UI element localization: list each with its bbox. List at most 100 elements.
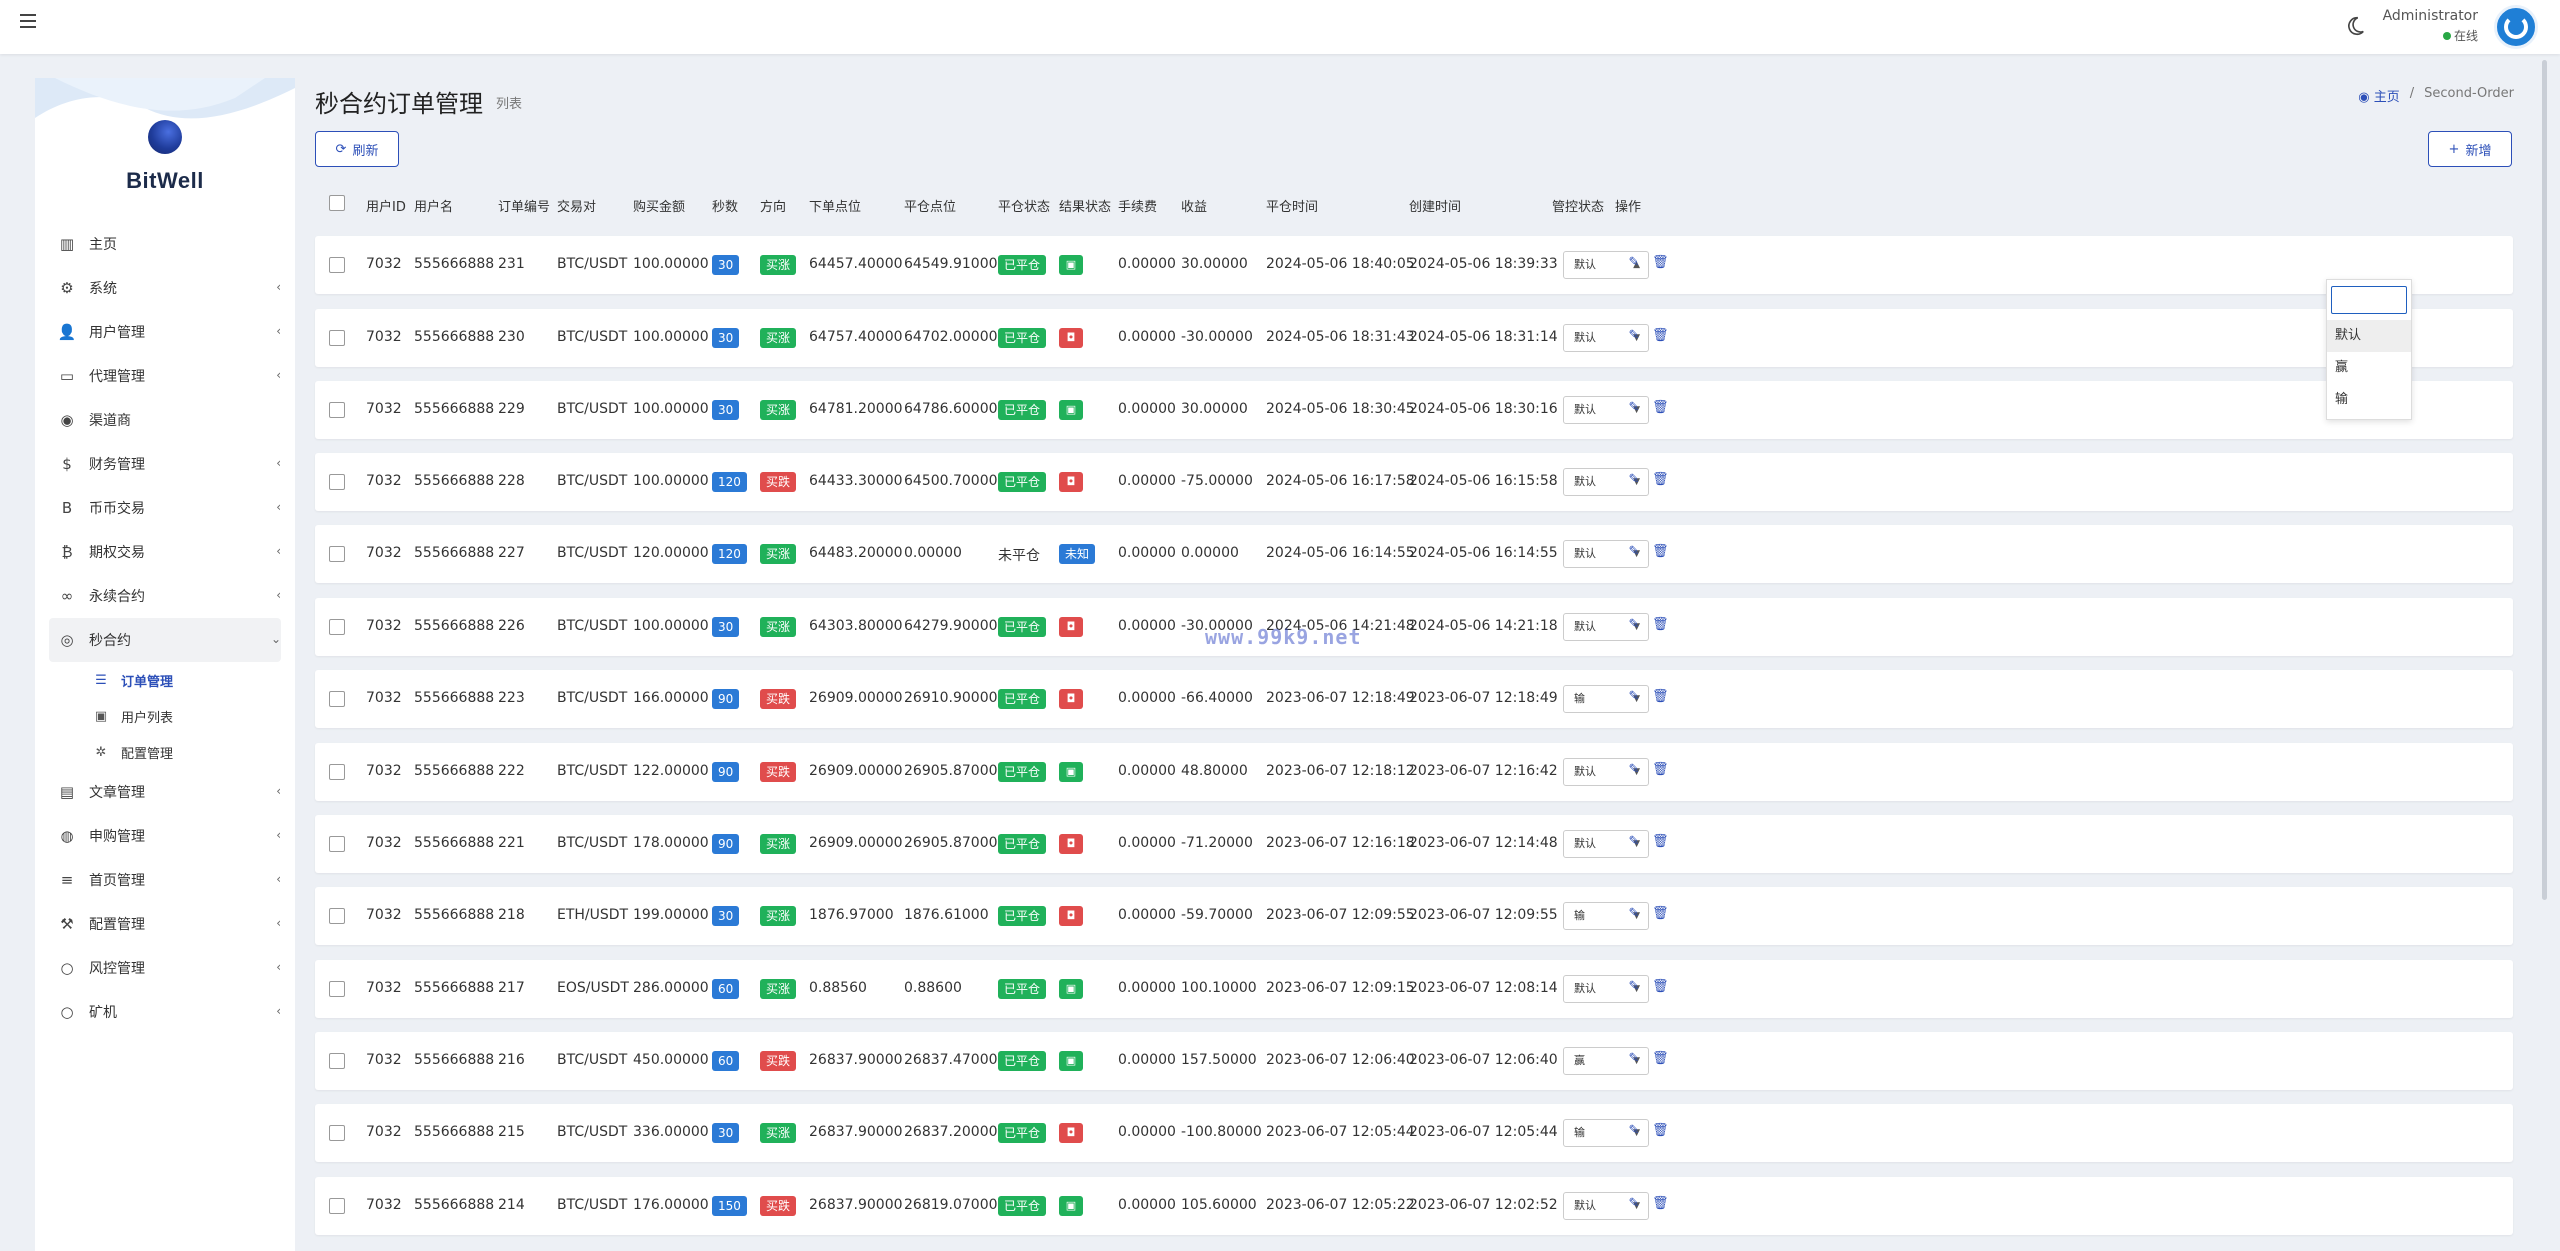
control-status-select[interactable]: 赢 ▼ (1563, 1047, 1649, 1075)
row-checkbox[interactable] (329, 1125, 345, 1141)
sidebar-item-items-7[interactable]: ₿ 期权交易 ‹ (35, 530, 295, 574)
edit-icon[interactable]: ✎ (1628, 834, 1640, 849)
edit-icon[interactable]: ✎ (1628, 328, 1640, 343)
control-status-select[interactable]: 默认 ▼ (1563, 396, 1649, 424)
table-header: 用户ID 用户名 订单编号 交易对 购买金额 秒数 方向 下单点位 平仓点位 平仓状态 结果状态 手续… (315, 188, 2513, 218)
dark-mode-icon[interactable] (2344, 15, 2366, 37)
profit-cell: 0.00000 (1181, 545, 1239, 561)
delete-icon[interactable]: 🗑 (1652, 834, 1669, 849)
edit-icon[interactable]: ✎ (1628, 762, 1640, 777)
user-id-cell: 7032 (366, 473, 402, 489)
delete-icon[interactable]: 🗑 (1652, 328, 1669, 343)
dropdown-option[interactable]: 默认 (2327, 320, 2411, 352)
row-checkbox[interactable] (329, 619, 345, 635)
menu-toggle-icon[interactable] (20, 14, 36, 28)
delete-icon[interactable]: 🗑 (1652, 1196, 1669, 1211)
win-icon: ▣ (1059, 1051, 1083, 1071)
control-status-select[interactable]: 默认 ▲ (1563, 251, 1649, 279)
delete-icon[interactable]: 🗑 (1652, 617, 1669, 632)
control-status-select[interactable]: 输 ▼ (1563, 1119, 1649, 1147)
sidebar-item-items_after-0[interactable]: ▤ 文章管理 ‹ (35, 770, 295, 814)
control-status-select[interactable]: 默认 ▼ (1563, 975, 1649, 1003)
row-checkbox[interactable] (329, 474, 345, 490)
sidebar-subitem-0[interactable]: ☰ 订单管理 (35, 662, 295, 698)
control-status-select[interactable]: 默认 ▼ (1563, 324, 1649, 352)
breadcrumb-home[interactable]: ◉ 主页 (2358, 86, 2400, 105)
sidebar-item-items-5[interactable]: $ 财务管理 ‹ (35, 442, 295, 486)
row-checkbox[interactable] (329, 546, 345, 562)
sidebar-item-items-2[interactable]: 👤 用户管理 ‹ (35, 310, 295, 354)
sidebar-item-items-4[interactable]: ◉ 渠道商 (35, 398, 295, 442)
sidebar-item-items_after-1[interactable]: ◍ 申购管理 ‹ (35, 814, 295, 858)
pair-cell: BTC/USDT (557, 690, 628, 706)
sidebar-item-items-0[interactable]: ▥ 主页 (35, 222, 295, 266)
row-checkbox[interactable] (329, 691, 345, 707)
sidebar-item-items-9[interactable]: ◎ 秒合约 ⌄ (49, 618, 281, 662)
seconds-badge: 30 (712, 400, 740, 420)
open-price-cell: 0.88560 (809, 980, 867, 996)
delete-icon[interactable]: 🗑 (1652, 1051, 1669, 1066)
refresh-button[interactable]: ⟳ 刷新 (315, 131, 399, 167)
add-button[interactable]: + 新增 (2428, 131, 2512, 167)
edit-icon[interactable]: ✎ (1628, 400, 1640, 415)
avatar[interactable] (2494, 5, 2538, 49)
scrollbar[interactable] (2542, 60, 2547, 900)
user-name[interactable]: Administrator (2382, 8, 2478, 24)
edit-icon[interactable]: ✎ (1628, 617, 1640, 632)
row-checkbox[interactable] (329, 908, 345, 924)
delete-icon[interactable]: 🗑 (1652, 255, 1669, 270)
sidebar-item-items-6[interactable]: B 币币交易 ‹ (35, 486, 295, 530)
row-checkbox[interactable] (329, 257, 345, 273)
sidebar-item-items_after-2[interactable]: ≡ 首页管理 ‹ (35, 858, 295, 902)
dropdown-option[interactable]: 赢 (2335, 360, 2349, 375)
order-number-cell: 216 (498, 1052, 525, 1068)
edit-icon[interactable]: ✎ (1628, 689, 1640, 704)
delete-icon[interactable]: 🗑 (1652, 472, 1669, 487)
delete-icon[interactable]: 🗑 (1652, 979, 1669, 994)
delete-icon[interactable]: 🗑 (1652, 906, 1669, 921)
edit-icon[interactable]: ✎ (1628, 544, 1640, 559)
sidebar-item-items-1[interactable]: ⚙ 系统 ‹ (35, 266, 295, 310)
row-checkbox[interactable] (329, 1053, 345, 1069)
dropdown-option[interactable]: 输 (2335, 392, 2349, 407)
edit-icon[interactable]: ✎ (1628, 1123, 1640, 1138)
row-checkbox[interactable] (329, 836, 345, 852)
row-checkbox[interactable] (329, 402, 345, 418)
sidebar-item-items-8[interactable]: ∞ 永续合约 ‹ (35, 574, 295, 618)
sidebar-item-items_after-5[interactable]: ○ 矿机 ‹ (35, 990, 295, 1034)
control-status-select[interactable]: 默认 ▼ (1563, 1192, 1649, 1220)
sidebar-item-items-3[interactable]: ▭ 代理管理 ‹ (35, 354, 295, 398)
delete-icon[interactable]: 🗑 (1652, 400, 1669, 415)
control-status-select[interactable]: 默认 ▼ (1563, 540, 1649, 568)
control-status-select[interactable]: 默认 ▼ (1563, 613, 1649, 641)
edit-icon[interactable]: ✎ (1628, 1051, 1640, 1066)
edit-icon[interactable]: ✎ (1628, 472, 1640, 487)
delete-icon[interactable]: 🗑 (1652, 762, 1669, 777)
edit-icon[interactable]: ✎ (1628, 979, 1640, 994)
sidebar-subitem-1[interactable]: ▣ 用户列表 (35, 698, 295, 734)
edit-icon[interactable]: ✎ (1628, 255, 1640, 270)
delete-icon[interactable]: 🗑 (1652, 1123, 1669, 1138)
sidebar-subitem-2[interactable]: ✲ 配置管理 (35, 734, 295, 770)
control-status-select[interactable]: 默认 ▼ (1563, 830, 1649, 858)
row-checkbox[interactable] (329, 764, 345, 780)
dropdown-search-input[interactable] (2331, 286, 2407, 314)
control-status-select[interactable]: 默认 ▼ (1563, 468, 1649, 496)
delete-icon[interactable]: 🗑 (1652, 689, 1669, 704)
control-status-select[interactable]: 输 ▼ (1563, 685, 1649, 713)
control-status-select[interactable]: 默认 ▼ (1563, 758, 1649, 786)
sidebar-item-items_after-3[interactable]: ⚒ 配置管理 ‹ (35, 902, 295, 946)
sidebar-item-items_after-4[interactable]: ○ 风控管理 ‹ (35, 946, 295, 990)
select-all-checkbox[interactable] (329, 195, 345, 211)
open-price-cell: 26837.90000 (809, 1197, 903, 1213)
caret-down-icon: ▼ (1633, 1056, 1640, 1066)
close-status-badge: 已平仓 (998, 762, 1047, 782)
control-status-select[interactable]: 输 ▼ (1563, 902, 1649, 930)
edit-icon[interactable]: ✎ (1628, 906, 1640, 921)
edit-icon[interactable]: ✎ (1628, 1196, 1640, 1211)
open-price-cell: 64483.20000 (809, 545, 903, 561)
row-checkbox[interactable] (329, 1198, 345, 1214)
row-checkbox[interactable] (329, 981, 345, 997)
row-checkbox[interactable] (329, 330, 345, 346)
delete-icon[interactable]: 🗑 (1652, 544, 1669, 559)
